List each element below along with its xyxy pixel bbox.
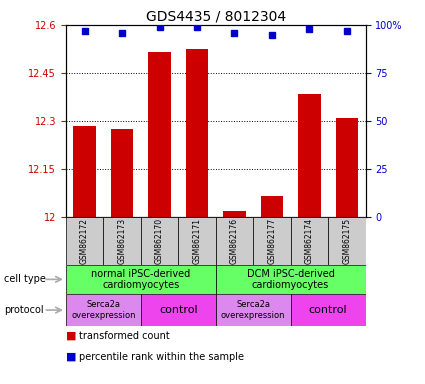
- Bar: [186, 49, 208, 217]
- Text: DCM iPSC-derived
cardiomyocytes: DCM iPSC-derived cardiomyocytes: [246, 268, 334, 290]
- Text: GSM862173: GSM862173: [118, 218, 127, 264]
- Title: GDS4435 / 8012304: GDS4435 / 8012304: [146, 10, 286, 24]
- Bar: [148, 52, 171, 217]
- Text: GSM862176: GSM862176: [230, 218, 239, 264]
- Text: GSM862170: GSM862170: [155, 218, 164, 264]
- Text: control: control: [309, 305, 347, 315]
- Bar: [261, 196, 283, 217]
- Bar: [141, 294, 215, 326]
- Text: transformed count: transformed count: [79, 331, 170, 341]
- Text: control: control: [159, 305, 198, 315]
- Text: GSM862172: GSM862172: [80, 218, 89, 264]
- Text: percentile rank within the sample: percentile rank within the sample: [79, 352, 244, 362]
- Bar: [291, 294, 366, 326]
- Bar: [141, 217, 178, 265]
- Text: Serca2a
overexpression: Serca2a overexpression: [71, 300, 136, 320]
- Text: ■: ■: [66, 352, 76, 362]
- Bar: [223, 210, 246, 217]
- Bar: [111, 129, 133, 217]
- Text: GSM862174: GSM862174: [305, 218, 314, 264]
- Bar: [66, 217, 103, 265]
- Bar: [215, 265, 366, 294]
- Text: GSM862177: GSM862177: [267, 218, 276, 264]
- Text: ■: ■: [66, 331, 76, 341]
- Bar: [215, 217, 253, 265]
- Text: GSM862171: GSM862171: [193, 218, 201, 264]
- Bar: [103, 217, 141, 265]
- Bar: [178, 217, 215, 265]
- Bar: [74, 126, 96, 217]
- Bar: [66, 294, 141, 326]
- Bar: [328, 217, 366, 265]
- Text: normal iPSC-derived
cardiomyocytes: normal iPSC-derived cardiomyocytes: [91, 268, 190, 290]
- Bar: [336, 118, 358, 217]
- Bar: [66, 265, 215, 294]
- Text: protocol: protocol: [4, 305, 44, 315]
- Bar: [253, 217, 291, 265]
- Text: cell type: cell type: [4, 274, 46, 285]
- Bar: [291, 217, 328, 265]
- Text: Serca2a
overexpression: Serca2a overexpression: [221, 300, 286, 320]
- Bar: [298, 94, 320, 217]
- Bar: [215, 294, 291, 326]
- Text: GSM862175: GSM862175: [342, 218, 351, 264]
